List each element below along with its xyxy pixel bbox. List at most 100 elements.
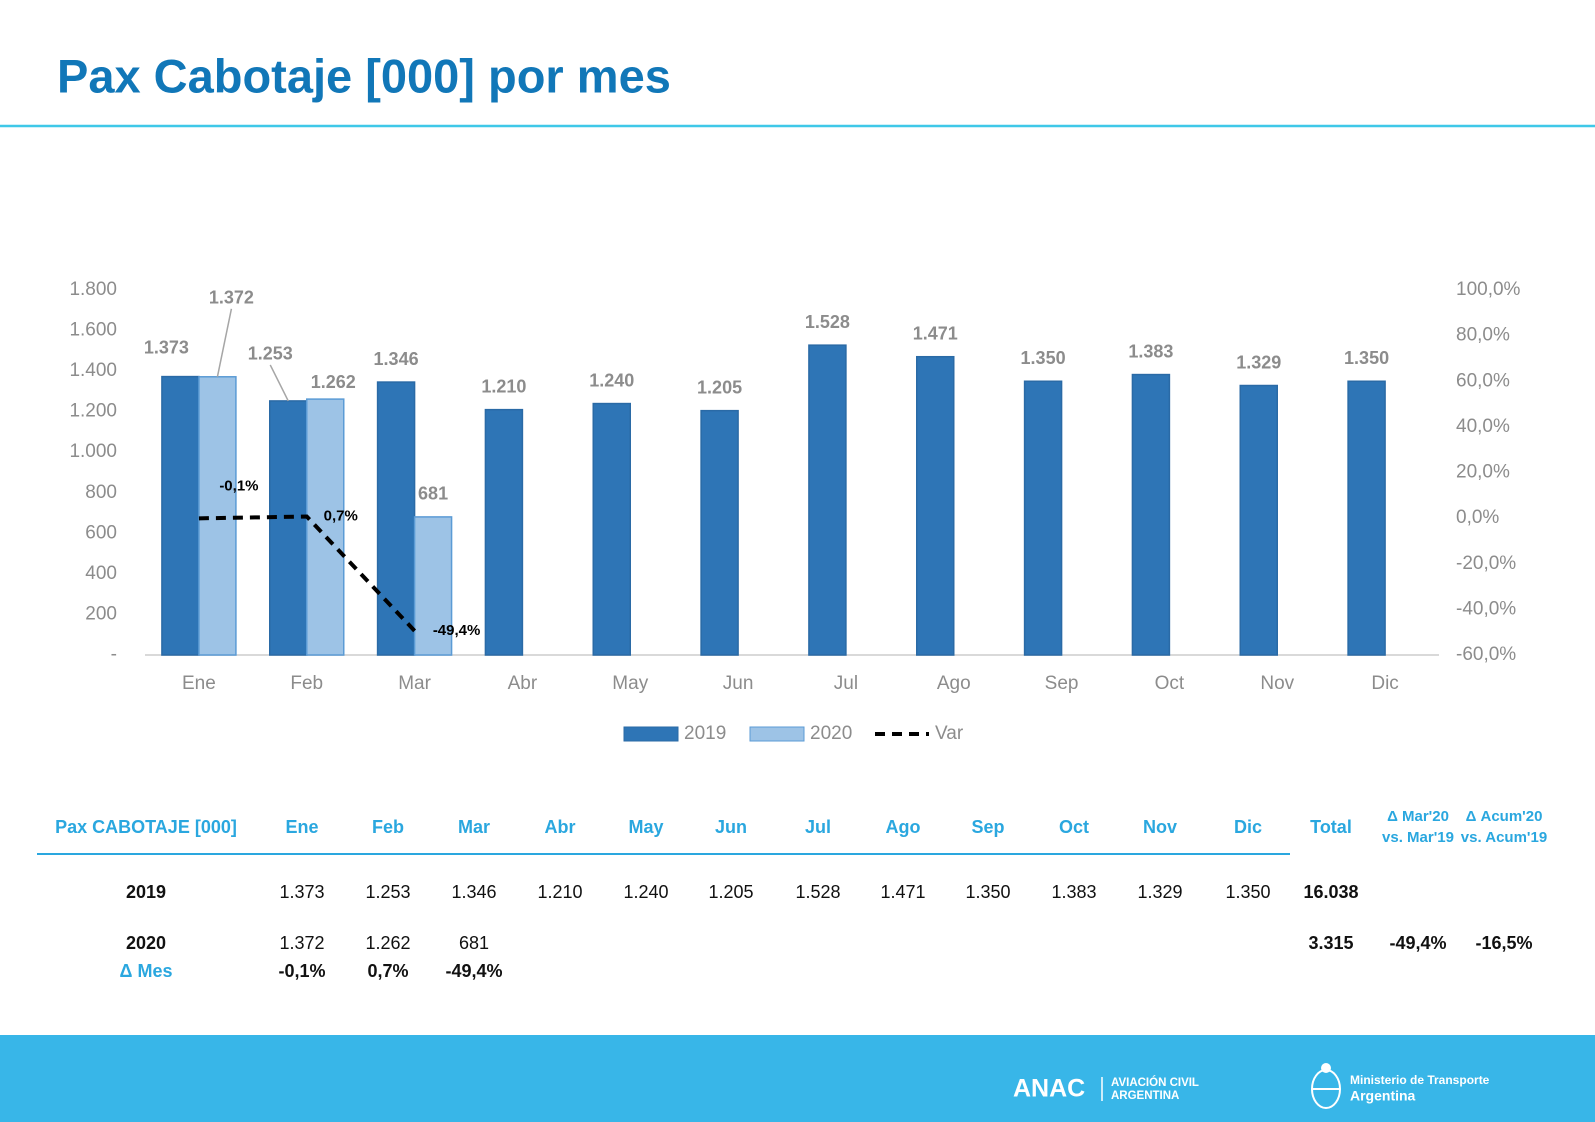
table-header: Δ Mar'20 — [1387, 808, 1449, 825]
y-tick-label: 1.000 — [69, 441, 117, 462]
data-label: 1.205 — [697, 377, 742, 397]
row-label: 2019 — [126, 882, 166, 902]
bar — [916, 355, 955, 656]
x-tick-label: May — [612, 673, 648, 694]
y2-tick-label: 60,0% — [1456, 370, 1510, 391]
y-tick-label: 200 — [85, 603, 117, 624]
table-total: 16.038 — [1303, 882, 1358, 902]
table-delta: -16,5% — [1475, 933, 1532, 953]
legend-label: 2020 — [810, 723, 852, 744]
y2-tick-label: -20,0% — [1456, 553, 1516, 574]
y2-tick-label: -40,0% — [1456, 598, 1516, 619]
x-tick-label: Ago — [937, 673, 971, 694]
table-cell: 0,7% — [367, 961, 408, 981]
table-header: Dic — [1234, 817, 1262, 837]
table-total: 3.315 — [1308, 933, 1353, 953]
table-header: Total — [1310, 817, 1352, 837]
data-label: 1.372 — [209, 288, 254, 308]
data-label: 1.383 — [1128, 341, 1173, 361]
data-label: 1.346 — [374, 349, 419, 369]
table-header: vs. Mar'19 — [1382, 829, 1454, 846]
anac-logo: ANAC — [1013, 1075, 1085, 1103]
table-cell: 1.383 — [1051, 882, 1096, 902]
y-tick-label: 400 — [85, 563, 117, 584]
y2-tick-label: -60,0% — [1456, 644, 1516, 665]
bar — [306, 398, 345, 656]
var-label: 0,7% — [324, 507, 358, 524]
table-header: Oct — [1059, 817, 1089, 837]
legend-label: Var — [935, 723, 964, 744]
row-label: Δ Mes — [120, 961, 173, 981]
bar — [700, 409, 739, 656]
table-cell: 1.205 — [708, 882, 753, 902]
leader-line — [269, 364, 289, 402]
table-cell: 1.240 — [623, 882, 668, 902]
y2-tick-label: 40,0% — [1456, 416, 1510, 437]
table-cell: 1.210 — [537, 882, 582, 902]
data-label: 1.350 — [1344, 348, 1389, 368]
table-header: Ene — [285, 817, 318, 837]
data-label: 1.373 — [144, 337, 189, 357]
y-tick-label: 800 — [85, 482, 117, 503]
y2-tick-label: 100,0% — [1456, 279, 1521, 300]
x-tick-label: Mar — [398, 673, 431, 694]
anac-sub: ARGENTINA — [1111, 1090, 1179, 1102]
var-label: -0,1% — [219, 477, 258, 494]
data-label: 1.350 — [1021, 348, 1066, 368]
data-label: 1.210 — [481, 376, 526, 396]
table-cell: 1.350 — [1225, 882, 1270, 902]
data-label: 1.240 — [589, 370, 634, 390]
var-line — [198, 514, 417, 633]
bar — [413, 516, 453, 656]
table-cell: 1.262 — [365, 933, 410, 953]
y2-tick-label: 80,0% — [1456, 325, 1510, 346]
table-cell: 1.373 — [279, 882, 324, 902]
row-label: 2020 — [126, 933, 166, 953]
bar — [161, 375, 200, 656]
table-header: Nov — [1143, 817, 1177, 837]
table-header: Pax CABOTAJE [000] — [55, 817, 237, 837]
bar — [592, 402, 631, 656]
y-tick-label: - — [111, 644, 117, 665]
table-header: vs. Acum'19 — [1461, 829, 1547, 846]
bar — [269, 400, 308, 656]
bar — [1347, 380, 1386, 656]
table-cell: 1.372 — [279, 933, 324, 953]
slide-title: Pax Cabotaje [000] por mes — [57, 49, 671, 102]
x-tick-label: Dic — [1371, 673, 1398, 694]
table-cell: -0,1% — [278, 961, 325, 981]
y2-tick-label: 0,0% — [1456, 507, 1499, 528]
table-header: Δ Acum'20 — [1466, 808, 1543, 825]
table-cell: -49,4% — [445, 961, 502, 981]
table-header: Feb — [372, 817, 404, 837]
bar — [484, 408, 524, 656]
data-label: 1.329 — [1236, 352, 1281, 372]
data-label: 681 — [418, 484, 448, 504]
leader-line — [216, 308, 233, 377]
table-header: Abr — [545, 817, 576, 837]
x-tick-label: Abr — [508, 673, 538, 694]
table-header: Jul — [805, 817, 831, 837]
x-tick-label: Nov — [1260, 673, 1294, 694]
data-label: 1.528 — [805, 312, 850, 332]
bar — [1131, 373, 1171, 656]
legend-label: 2019 — [684, 723, 726, 744]
data-label: 1.471 — [913, 323, 958, 343]
table-cell: 1.350 — [965, 882, 1010, 902]
bar — [1023, 380, 1063, 656]
ministry: Ministerio de Transporte — [1350, 1073, 1490, 1087]
data-label: 1.262 — [311, 372, 356, 392]
y-tick-label: 600 — [85, 522, 117, 543]
anac-sub: AVIACIÓN CIVIL — [1111, 1076, 1199, 1089]
table-header: May — [628, 817, 663, 837]
x-tick-label: Jun — [723, 673, 754, 694]
table-header: Sep — [971, 817, 1004, 837]
legend-swatch — [623, 726, 679, 742]
legend-swatch — [749, 726, 805, 742]
table-cell: 1.253 — [365, 882, 410, 902]
table-header: Jun — [715, 817, 747, 837]
table-cell: 1.346 — [451, 882, 496, 902]
ministry: Argentina — [1350, 1088, 1416, 1104]
table-header: Mar — [458, 817, 490, 837]
